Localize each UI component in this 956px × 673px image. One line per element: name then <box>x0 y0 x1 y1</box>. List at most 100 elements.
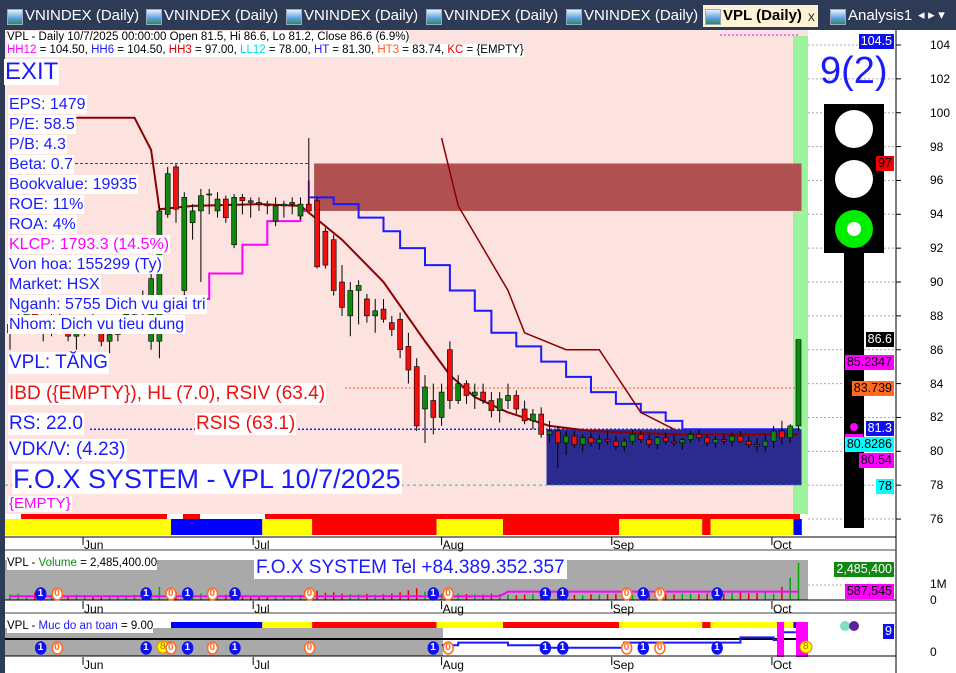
candle-body <box>613 440 619 447</box>
status-band-segment <box>793 519 802 535</box>
signal-marker-1 <box>34 641 47 655</box>
candle-body <box>322 230 329 266</box>
candle <box>779 420 785 445</box>
candle-body <box>579 437 586 445</box>
candle-body <box>554 430 561 444</box>
signal-marker-label: 0 <box>623 588 630 599</box>
candle-body <box>720 439 727 442</box>
candle <box>571 431 578 448</box>
resistance-line <box>440 137 675 430</box>
candle-body <box>339 281 345 308</box>
tab-vpl-daily[interactable]: VPL (Daily) x <box>703 5 818 27</box>
price-badge: 80.54 <box>858 453 894 468</box>
price-badge: 86.6 <box>865 332 894 347</box>
tab-vnindex-daily-3[interactable]: VNINDEX (Daily) <box>284 5 418 27</box>
candle-body <box>488 400 495 411</box>
status-band-top <box>265 514 800 519</box>
price-month-sep: Sep <box>612 538 635 552</box>
tab-vnindex-daily-5[interactable]: VNINDEX (Daily) <box>564 5 698 27</box>
signal-marker-1 <box>229 587 241 601</box>
candle <box>206 188 212 215</box>
candle <box>405 332 412 384</box>
candle-body <box>355 285 362 291</box>
safety-month-jul: Jul <box>254 658 270 672</box>
level-8-label: 8 <box>160 641 166 652</box>
safety-month-jun: Jun <box>84 658 104 672</box>
tab-label: VNINDEX (Daily) <box>25 7 140 24</box>
candle-body <box>571 435 578 445</box>
candle-body <box>696 434 702 439</box>
candle-body <box>704 437 711 444</box>
candle-body <box>662 437 669 442</box>
signal-marker-1 <box>34 587 47 601</box>
tab-analysis1[interactable]: Analysis1 <box>828 5 912 27</box>
tab-scroll-nav[interactable]: ◂ ▸ ▾ <box>918 7 945 22</box>
candle-body <box>405 346 412 371</box>
signal-marker-label: 0 <box>445 588 451 599</box>
signal-marker-1 <box>711 587 723 601</box>
level-value: = 83.74, <box>399 44 448 56</box>
info-roa: ROA: 4% <box>8 215 77 234</box>
candle-body <box>646 439 652 445</box>
candle <box>613 436 619 450</box>
candle <box>214 192 221 218</box>
candle-body <box>588 437 594 444</box>
level-value: = {EMPTY} <box>463 44 524 56</box>
candle-body <box>754 444 760 447</box>
status-band-segment <box>171 519 263 535</box>
chart-header-levels: HH12 = 104.50, HH6 = 104.50, HH3 = 97.00… <box>7 44 524 57</box>
candle <box>397 312 403 359</box>
candle <box>720 434 727 445</box>
candle-body <box>770 430 777 442</box>
candle-body <box>247 200 254 203</box>
safety-title: VPL - Muc do an toan = 9.00 <box>7 620 154 633</box>
tab-vnindex-daily-1[interactable]: VNINDEX (Daily) <box>5 5 139 27</box>
ibd-label: IBD ({EMPTY}), HL (7.0), RSIV (63.4) <box>8 383 327 405</box>
candle-body <box>629 434 636 442</box>
candle <box>223 195 229 223</box>
candle <box>687 431 694 443</box>
info-roe: ROE: 11% <box>8 195 85 214</box>
volume-month-jul: Jul <box>254 602 270 616</box>
candle-body <box>264 203 271 207</box>
signal-marker-label: 0 <box>445 642 451 653</box>
y-tick-label: 98 <box>930 139 944 154</box>
price-badge: 83.739 <box>851 381 894 396</box>
candle <box>281 200 287 218</box>
candle <box>355 280 362 325</box>
signal-marker-label: 1 <box>184 642 191 653</box>
tab-label: Analysis1 <box>848 7 913 24</box>
candle <box>189 204 196 240</box>
signal-marker-1 <box>539 641 552 655</box>
candle <box>604 431 611 445</box>
candle <box>505 383 511 409</box>
candle-body <box>505 395 511 401</box>
signal-marker-1 <box>539 587 552 601</box>
legend-dot <box>849 621 859 631</box>
candle-body <box>223 198 229 218</box>
analysis-icon <box>830 9 846 25</box>
tab-label: VNINDEX (Daily) <box>164 7 279 24</box>
signal-marker-label: 1 <box>640 588 646 599</box>
signal-marker-label: 1 <box>714 588 720 599</box>
signal-marker-0 <box>303 641 316 655</box>
candle <box>712 436 719 448</box>
level-key: HH3 <box>168 44 192 56</box>
candle-body <box>206 193 212 196</box>
price-badge: 78 <box>876 479 894 494</box>
candle <box>372 298 379 333</box>
tab-vnindex-daily-2[interactable]: VNINDEX (Daily) <box>144 5 278 27</box>
candle <box>297 197 304 220</box>
level-key: HH12 <box>7 44 37 56</box>
info-bookvalue: Bookvalue: 19935 <box>8 175 139 194</box>
safety-name: Muc do an toan <box>38 620 118 632</box>
candle-body <box>413 366 420 427</box>
close-tab-icon[interactable]: x <box>807 8 815 24</box>
y-tick-label: 100 <box>930 105 951 120</box>
signal-marker-label: 1 <box>640 642 646 653</box>
tab-vnindex-daily-4[interactable]: VNINDEX (Daily) <box>424 5 558 27</box>
signal-marker-label: 1 <box>559 642 566 653</box>
signal-marker-1 <box>140 641 152 655</box>
info-market: Market: HSX <box>8 275 101 294</box>
empty-label: {EMPTY} <box>8 495 72 512</box>
